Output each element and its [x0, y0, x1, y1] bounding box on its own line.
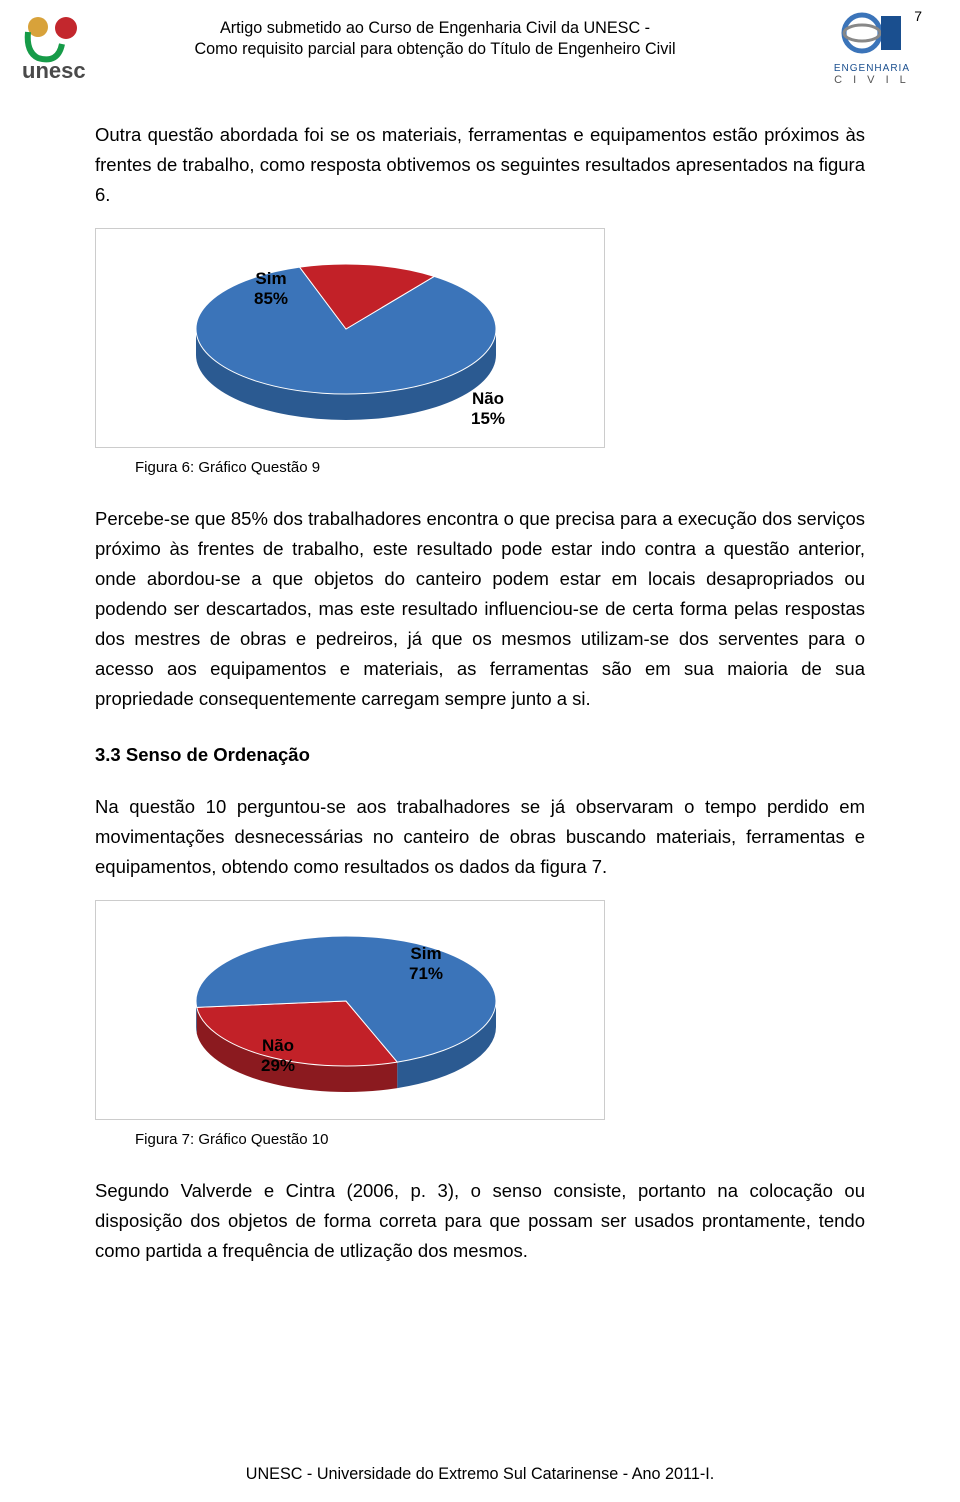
- page-footer: UNESC - Universidade do Extremo Sul Cata…: [0, 1465, 960, 1484]
- figure-7-chart: Sim71% Não29%: [95, 900, 605, 1120]
- svg-text:Não: Não: [262, 1036, 294, 1055]
- header-text: Artigo submetido ao Curso de Engenharia …: [130, 18, 740, 60]
- paragraph-4: Segundo Valverde e Cintra (2006, p. 3), …: [95, 1176, 865, 1266]
- svg-text:29%: 29%: [261, 1056, 295, 1075]
- page-number: 7: [914, 8, 922, 24]
- svg-text:Não: Não: [472, 389, 504, 408]
- figure-7-caption: Figura 7: Gráfico Questão 10: [135, 1128, 865, 1152]
- figure-6-chart: Sim85% Não15%: [95, 228, 605, 448]
- svg-text:15%: 15%: [471, 409, 505, 428]
- svg-text:85%: 85%: [254, 289, 288, 308]
- page-content: Outra questão abordada foi se os materia…: [0, 90, 960, 1266]
- logo-right-line1: ENGENHARIA: [834, 63, 910, 74]
- logo-right-line2: C I V I L: [834, 74, 910, 86]
- header-line2: Como requisito parcial para obtenção do …: [194, 40, 675, 58]
- figure-6-caption: Figura 6: Gráfico Questão 9: [135, 456, 865, 480]
- paragraph-3: Na questão 10 perguntou-se aos trabalhad…: [95, 792, 865, 882]
- unesc-logo: unesc: [18, 12, 106, 87]
- svg-text:unesc: unesc: [22, 58, 86, 82]
- svg-text:71%: 71%: [409, 964, 443, 983]
- paragraph-2: Percebe-se que 85% dos trabalhadores enc…: [95, 504, 865, 714]
- svg-text:Sim: Sim: [410, 944, 441, 963]
- engenharia-civil-logo: ENGENHARIA C I V I L: [834, 8, 910, 86]
- svg-text:Sim: Sim: [255, 269, 286, 288]
- section-title: 3.3 Senso de Ordenação: [95, 740, 865, 770]
- page-header: unesc Artigo submetido ao Curso de Engen…: [0, 0, 960, 90]
- paragraph-1: Outra questão abordada foi se os materia…: [95, 120, 865, 210]
- header-line1: Artigo submetido ao Curso de Engenharia …: [220, 19, 650, 37]
